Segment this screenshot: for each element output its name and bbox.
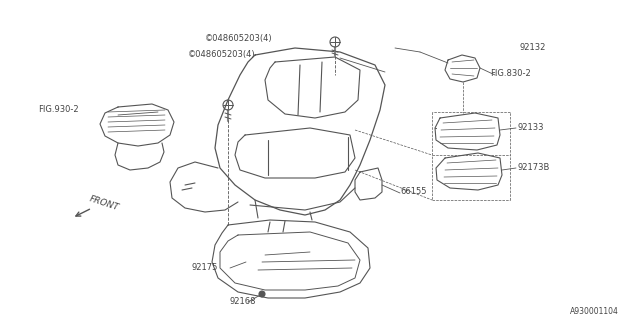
Circle shape xyxy=(259,291,265,297)
Text: 92133: 92133 xyxy=(518,123,545,132)
Text: FRONT: FRONT xyxy=(88,194,120,212)
Text: FIG.830-2: FIG.830-2 xyxy=(490,69,531,78)
Text: ©048605203(4): ©048605203(4) xyxy=(188,51,255,60)
Text: ©048605203(4): ©048605203(4) xyxy=(205,34,273,43)
Text: 92173B: 92173B xyxy=(518,163,550,172)
Text: 92132: 92132 xyxy=(520,44,547,52)
Text: 92168: 92168 xyxy=(230,298,257,307)
Text: 66155: 66155 xyxy=(400,188,426,196)
Text: A930001104: A930001104 xyxy=(570,308,619,316)
Text: 92175: 92175 xyxy=(192,263,218,273)
Text: FIG.930-2: FIG.930-2 xyxy=(38,106,79,115)
